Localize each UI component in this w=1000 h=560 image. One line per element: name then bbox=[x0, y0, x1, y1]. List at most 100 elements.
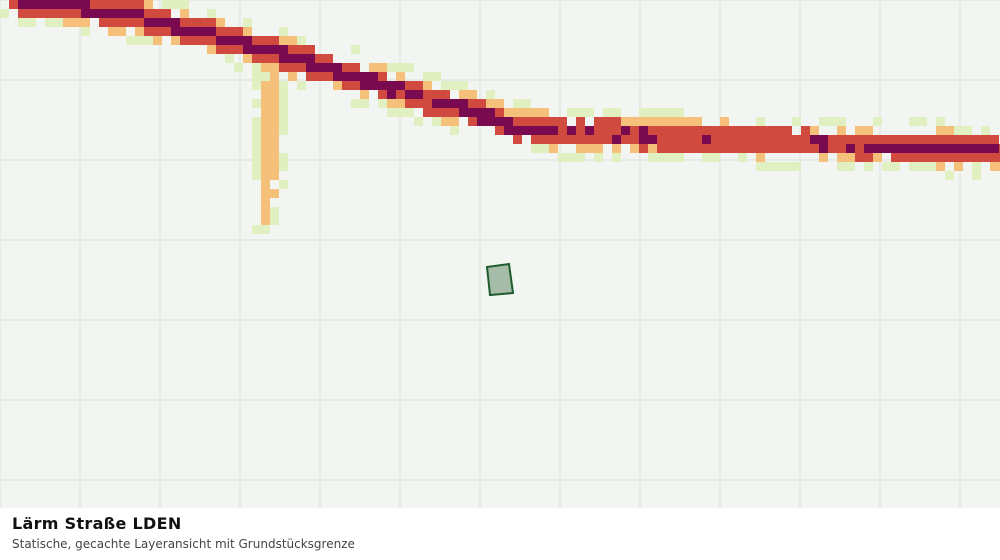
noise-cell bbox=[909, 135, 918, 144]
noise-cell bbox=[702, 144, 711, 153]
noise-cell bbox=[594, 135, 603, 144]
noise-cell bbox=[531, 117, 540, 126]
noise-cell bbox=[369, 72, 378, 81]
noise-cell bbox=[99, 9, 108, 18]
noise-cell bbox=[576, 144, 585, 153]
noise-cell bbox=[144, 18, 153, 27]
noise-cell bbox=[261, 216, 270, 225]
noise-cell bbox=[243, 18, 252, 27]
noise-cell bbox=[630, 126, 639, 135]
noise-cell bbox=[441, 99, 450, 108]
noise-cell bbox=[405, 108, 414, 117]
noise-cell bbox=[252, 144, 261, 153]
noise-cell bbox=[171, 18, 180, 27]
noise-cell bbox=[378, 81, 387, 90]
noise-cell bbox=[630, 144, 639, 153]
noise-cell bbox=[981, 135, 990, 144]
noise-cell bbox=[279, 99, 288, 108]
noise-cell bbox=[18, 18, 27, 27]
noise-cell bbox=[612, 144, 621, 153]
noise-cell bbox=[990, 135, 999, 144]
noise-cell bbox=[414, 117, 423, 126]
noise-cell bbox=[180, 36, 189, 45]
noise-cell bbox=[72, 0, 81, 9]
noise-cell bbox=[666, 144, 675, 153]
noise-cell bbox=[432, 99, 441, 108]
noise-cell bbox=[261, 225, 270, 234]
noise-cell bbox=[216, 45, 225, 54]
noise-cell bbox=[351, 45, 360, 54]
noise-cell bbox=[360, 90, 369, 99]
noise-cell bbox=[540, 144, 549, 153]
noise-cell bbox=[972, 153, 981, 162]
noise-cell bbox=[45, 0, 54, 9]
noise-cell bbox=[513, 135, 522, 144]
noise-cell bbox=[153, 27, 162, 36]
noise-cell bbox=[963, 153, 972, 162]
noise-cell bbox=[846, 144, 855, 153]
noise-cell bbox=[756, 117, 765, 126]
noise-cell bbox=[261, 117, 270, 126]
noise-cell bbox=[63, 9, 72, 18]
noise-cell bbox=[450, 99, 459, 108]
noise-cell bbox=[882, 144, 891, 153]
noise-cell bbox=[774, 144, 783, 153]
noise-cell bbox=[126, 18, 135, 27]
noise-cell bbox=[432, 90, 441, 99]
noise-cell bbox=[612, 153, 621, 162]
noise-cell bbox=[279, 63, 288, 72]
noise-cell bbox=[306, 54, 315, 63]
noise-cell bbox=[378, 90, 387, 99]
noise-cell bbox=[279, 54, 288, 63]
noise-cell bbox=[198, 27, 207, 36]
noise-cell bbox=[639, 108, 648, 117]
noise-cell bbox=[450, 81, 459, 90]
noise-cell bbox=[792, 162, 801, 171]
noise-cell bbox=[207, 45, 216, 54]
noise-cell bbox=[765, 126, 774, 135]
noise-cell bbox=[738, 126, 747, 135]
noise-cell bbox=[864, 135, 873, 144]
noise-cell bbox=[414, 90, 423, 99]
noise-cell bbox=[594, 117, 603, 126]
noise-cell bbox=[36, 9, 45, 18]
noise-cell bbox=[693, 117, 702, 126]
noise-cell bbox=[954, 144, 963, 153]
noise-cell bbox=[792, 117, 801, 126]
noise-cell bbox=[378, 63, 387, 72]
noise-cell bbox=[513, 126, 522, 135]
noise-cell bbox=[657, 117, 666, 126]
noise-cell bbox=[549, 135, 558, 144]
noise-cell bbox=[252, 117, 261, 126]
noise-cell bbox=[648, 126, 657, 135]
noise-cell bbox=[945, 144, 954, 153]
noise-cell bbox=[27, 0, 36, 9]
noise-cell bbox=[396, 63, 405, 72]
noise-cell bbox=[648, 144, 657, 153]
noise-cell bbox=[252, 54, 261, 63]
noise-cell bbox=[684, 117, 693, 126]
noise-cell bbox=[666, 126, 675, 135]
noise-cell bbox=[297, 63, 306, 72]
noise-cell bbox=[783, 144, 792, 153]
noise-cell bbox=[963, 126, 972, 135]
noise-cell bbox=[387, 99, 396, 108]
noise-cell bbox=[900, 144, 909, 153]
noise-cell bbox=[252, 135, 261, 144]
noise-cell bbox=[261, 81, 270, 90]
noise-cell bbox=[810, 135, 819, 144]
noise-cell bbox=[522, 99, 531, 108]
noise-cell bbox=[252, 153, 261, 162]
noise-cell bbox=[864, 153, 873, 162]
noise-cell bbox=[99, 0, 108, 9]
noise-cell bbox=[927, 135, 936, 144]
noise-cell bbox=[495, 108, 504, 117]
noise-cell bbox=[747, 144, 756, 153]
noise-cell bbox=[882, 162, 891, 171]
noise-cell bbox=[270, 216, 279, 225]
noise-cell bbox=[279, 153, 288, 162]
noise-cell bbox=[720, 126, 729, 135]
noise-cell bbox=[585, 144, 594, 153]
noise-cell bbox=[297, 45, 306, 54]
noise-cell bbox=[54, 9, 63, 18]
